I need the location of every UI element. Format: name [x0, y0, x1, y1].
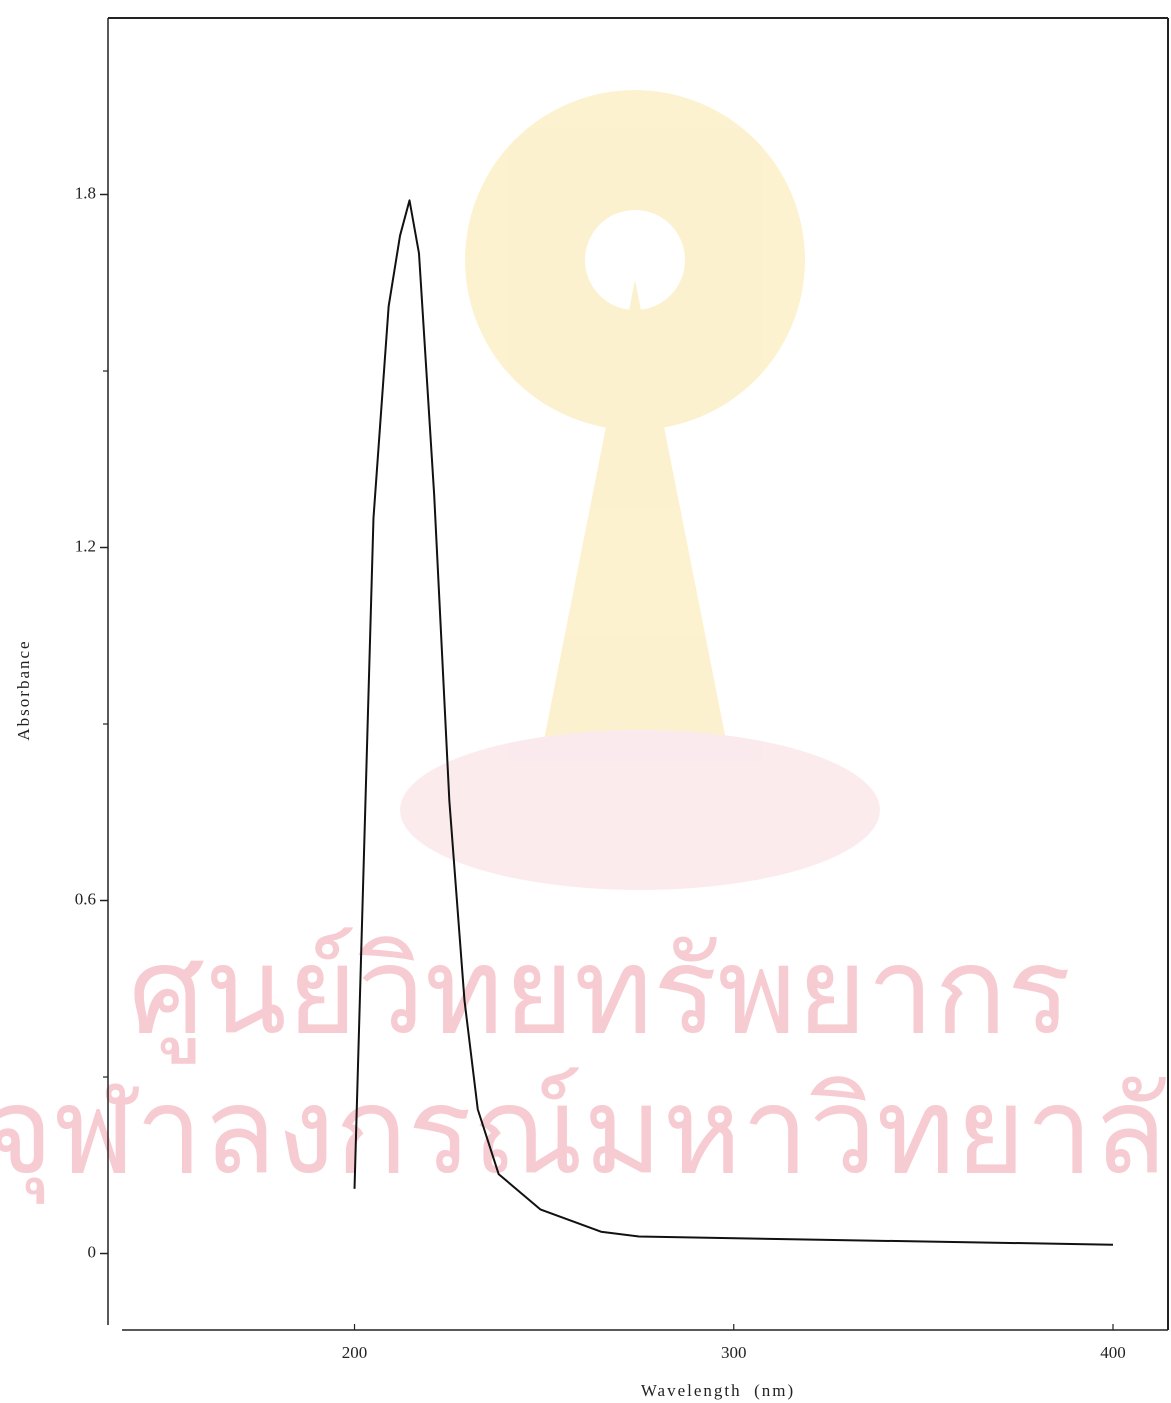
logo-base	[400, 730, 880, 890]
y-tick-label: 1.2	[75, 536, 96, 555]
logo-sun	[585, 210, 685, 310]
watermark-text: จุฬาลงกรณ์มหาวิทยาลัย	[0, 1063, 1171, 1205]
y-tick-label: 1.8	[75, 183, 96, 202]
logo-crown	[540, 280, 730, 760]
spectrum-line	[353, 199, 1114, 1246]
x-tick-label: 200	[342, 1343, 368, 1362]
x-tick-label: 400	[1100, 1343, 1126, 1362]
y-tick-label: 0	[88, 1242, 97, 1261]
y-tick-label: 0.6	[75, 889, 96, 908]
watermark-text: ศูนย์วิทยทรัพยากร	[129, 923, 1072, 1064]
y-axis-label: Absorbance	[14, 639, 33, 740]
x-axis-label: Wavelength (nm)	[641, 1381, 795, 1400]
watermark-logo	[400, 90, 880, 890]
x-tick-label: 300	[721, 1343, 747, 1362]
